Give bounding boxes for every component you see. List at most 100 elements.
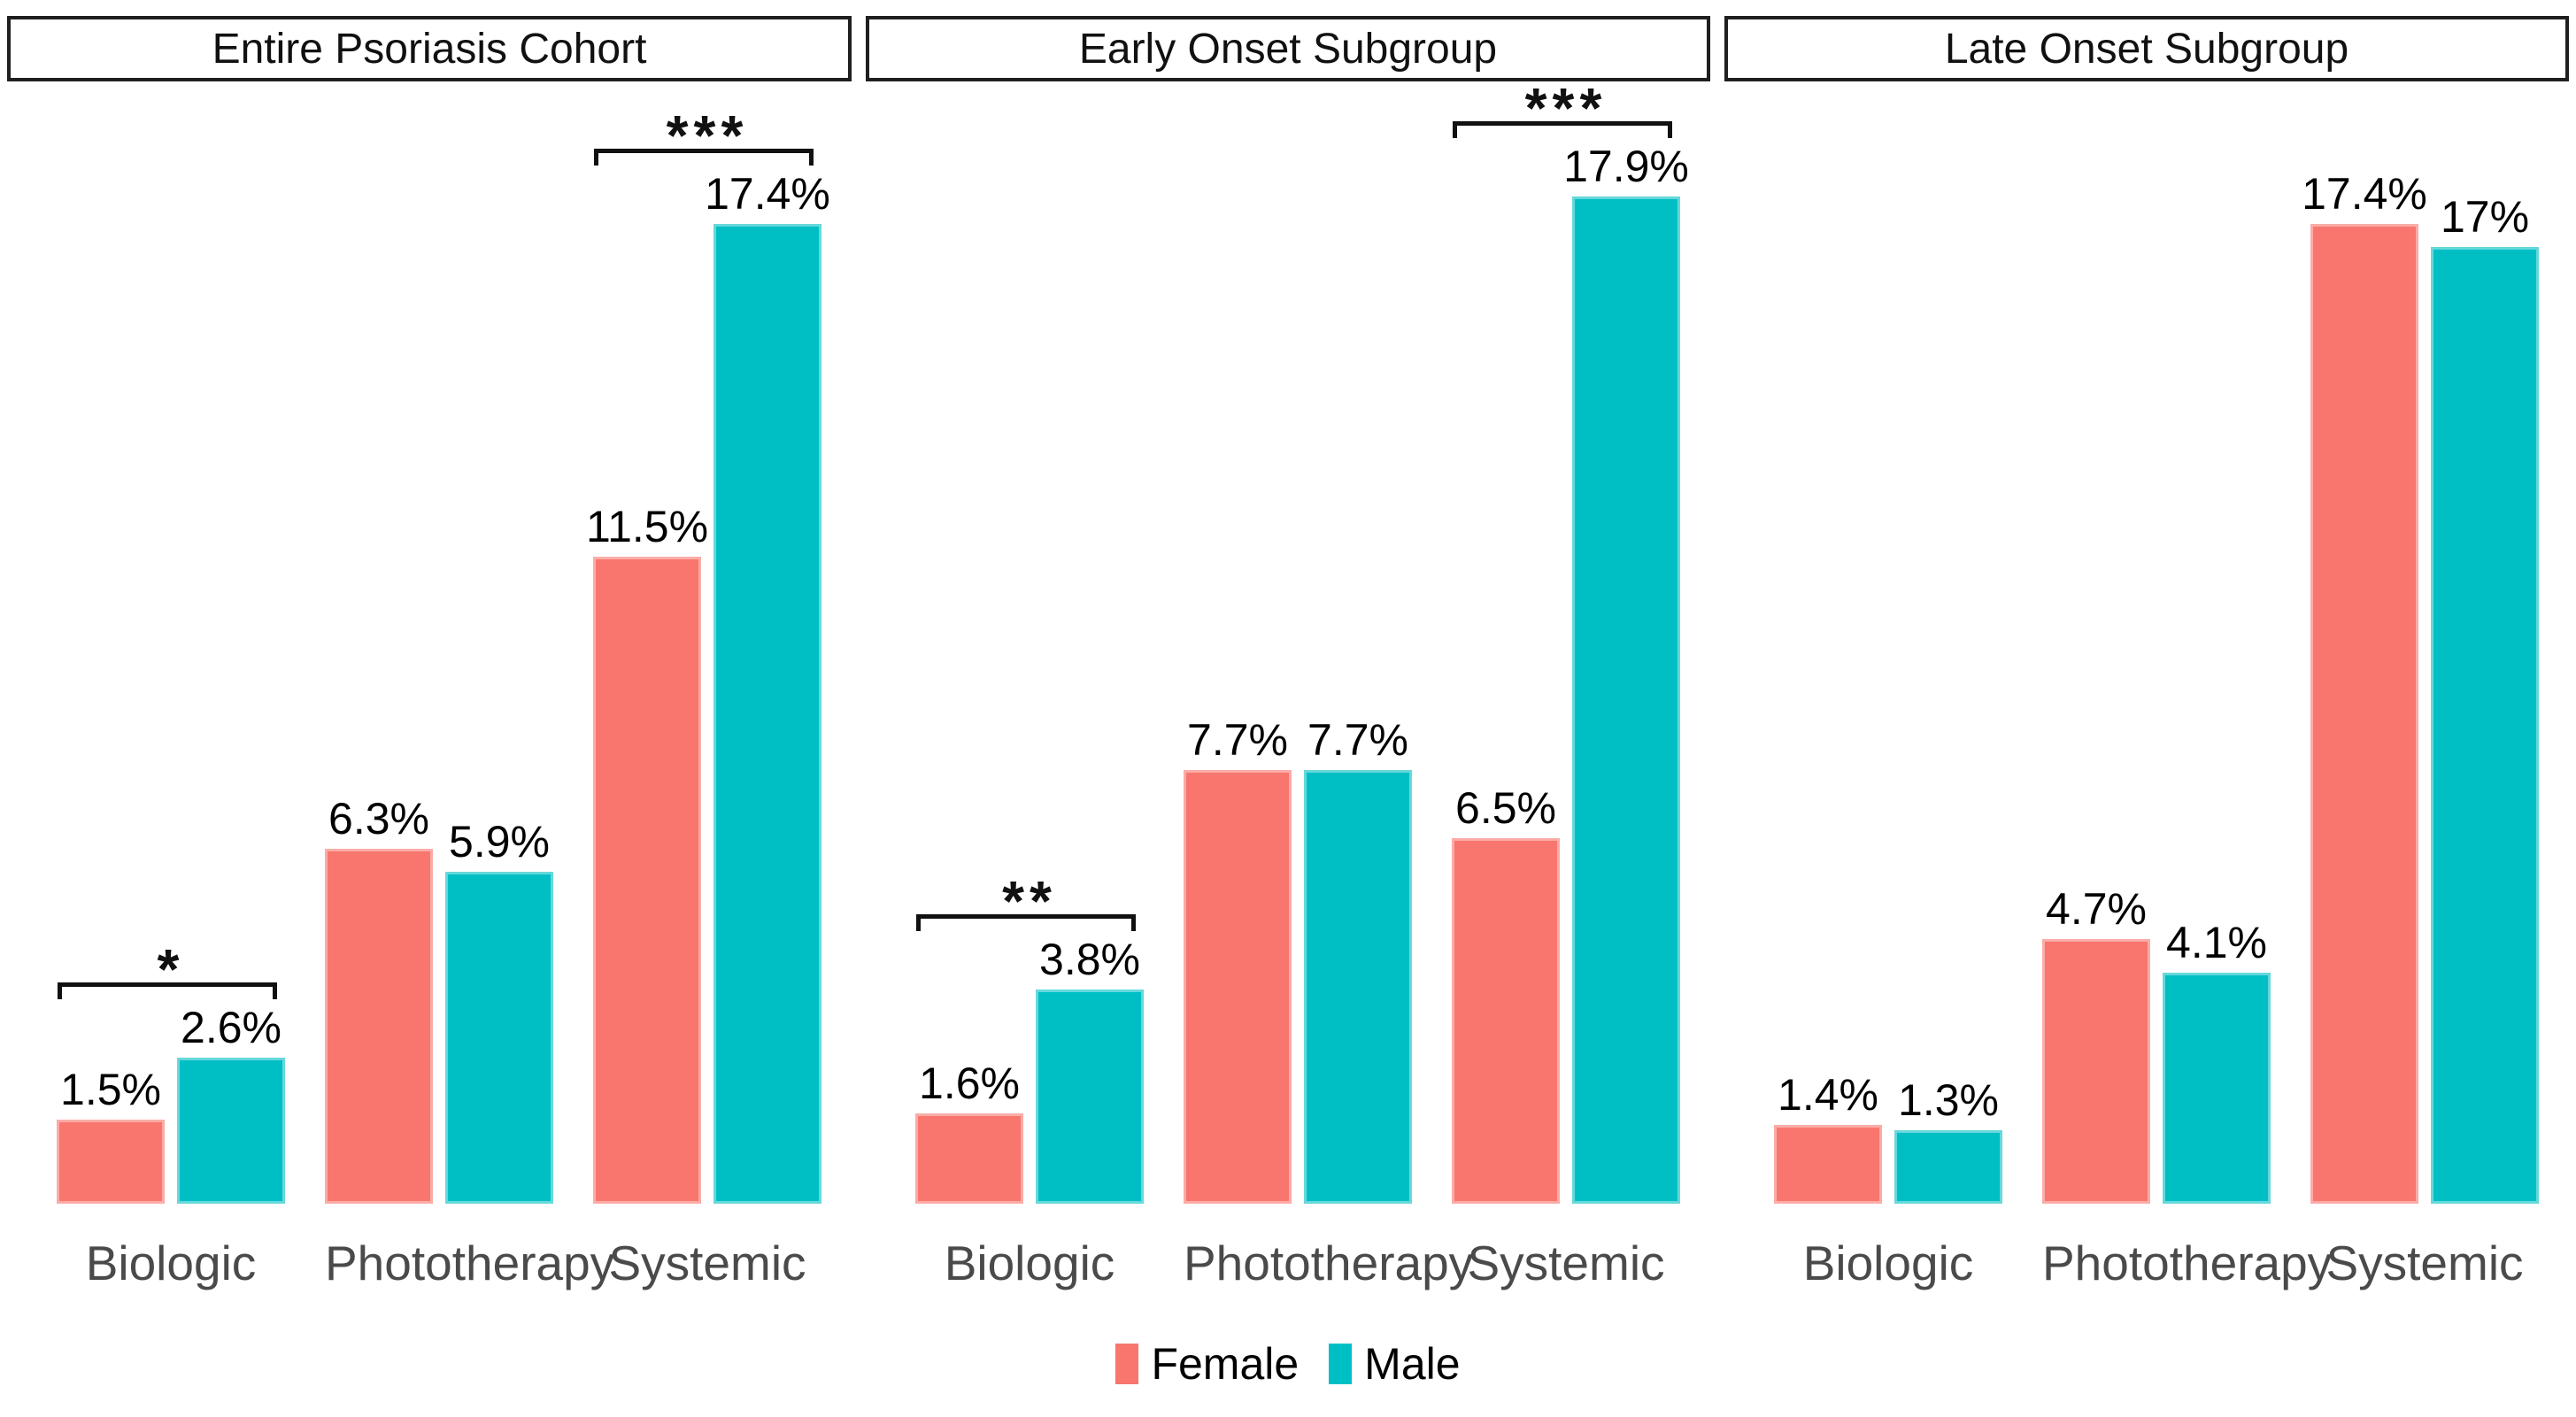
male-bar <box>2431 247 2539 1204</box>
female-bar-slot: 7.7% <box>1184 718 1292 1204</box>
x-axis-label-biologic: Biologic <box>1802 1236 1974 1290</box>
male-value-label: 2.6% <box>181 1003 282 1052</box>
male-legend-label: Male <box>1364 1339 1461 1389</box>
male-bar-slot: 17.4% <box>705 172 830 1204</box>
female-bar <box>57 1120 165 1204</box>
significance-stars: *** <box>666 104 749 167</box>
facet-title: Early Onset Subgroup <box>866 16 1710 81</box>
x-axis-labels: Biologic Phototherapy Systemic <box>859 1204 1717 1319</box>
male-bar <box>1036 990 1144 1204</box>
male-bar-slot: 3.8% <box>1036 937 1144 1204</box>
legend-item-male: Male <box>1329 1339 1461 1389</box>
x-axis-label-systemic: Systemic <box>608 1236 806 1290</box>
female-bar-slot: 17.4% <box>2302 172 2427 1204</box>
facet-title: Late Onset Subgroup <box>1724 16 2569 81</box>
x-axis-labels: Biologic Phototherapy Systemic <box>0 1204 859 1319</box>
male-value-label: 1.3% <box>1898 1075 1999 1125</box>
x-axis-label-biologic: Biologic <box>944 1236 1115 1290</box>
x-axis-labels: Biologic Phototherapy Systemic <box>1717 1204 2576 1319</box>
male-value-label: 17.9% <box>1563 142 1689 191</box>
female-bar <box>1774 1125 1882 1204</box>
significance-stars: ** <box>1002 869 1057 933</box>
female-bar-slot: 1.4% <box>1774 1073 1882 1204</box>
female-bar <box>2042 939 2150 1204</box>
bar-group-systemic: 11.5% 17.4% *** <box>586 89 830 1204</box>
significance-bracket <box>58 982 277 999</box>
bar-group-phototherapy: 7.7% 7.7% <box>1184 89 1412 1204</box>
male-bar-slot: 5.9% <box>445 820 553 1204</box>
significance-stars: * <box>157 937 185 1001</box>
significance-stars: *** <box>1524 76 1608 140</box>
female-value-label: 17.4% <box>2302 169 2427 219</box>
significance-bracket <box>916 914 1136 931</box>
male-bar-slot: 17% <box>2431 195 2539 1204</box>
panels-row: Entire Psoriasis Cohort 1.5% 2.6% * 6.3% 5.9… <box>0 0 2576 1319</box>
female-bar-slot: 11.5% <box>586 504 708 1204</box>
x-axis-label-systemic: Systemic <box>1467 1236 1665 1290</box>
female-legend-label: Female <box>1151 1339 1300 1389</box>
facet-panel: Early Onset Subgroup 1.6% 3.8% ** 7.7% 7.7% 6… <box>859 0 1717 1319</box>
female-value-label: 1.4% <box>1778 1070 1878 1120</box>
male-bar-slot: 7.7% <box>1304 718 1412 1204</box>
female-value-label: 6.5% <box>1455 783 1556 833</box>
bar-group-systemic: 17.4% 17% <box>2302 89 2539 1204</box>
facet-panel: Entire Psoriasis Cohort 1.5% 2.6% * 6.3% 5.9… <box>0 0 859 1319</box>
x-axis-label-phototherapy: Phototherapy <box>2042 1236 2333 1290</box>
female-bar-slot: 6.5% <box>1452 786 1560 1204</box>
bar-group-phototherapy: 6.3% 5.9% <box>325 89 553 1204</box>
female-bar-slot: 1.6% <box>915 1061 1023 1204</box>
female-bar <box>593 557 701 1204</box>
male-bar <box>445 872 553 1204</box>
x-axis-label-phototherapy: Phototherapy <box>325 1236 615 1290</box>
female-value-label: 4.7% <box>2046 884 2147 934</box>
facet-panel: Late Onset Subgroup 1.4% 1.3% 4.7% 4.1% 17.4… <box>1717 0 2576 1319</box>
male-value-label: 4.1% <box>2166 918 2267 967</box>
male-bar-slot: 4.1% <box>2163 920 2271 1204</box>
bar-group-biologic: 1.6% 3.8% ** <box>915 89 1144 1204</box>
female-bar <box>915 1113 1023 1204</box>
female-bar-slot: 6.3% <box>325 797 433 1204</box>
plot-area: 1.5% 2.6% * 6.3% 5.9% 11.5% 17.4% *** <box>0 89 859 1204</box>
legend: Female Male <box>0 1319 2576 1417</box>
male-bar <box>1304 770 1412 1204</box>
x-axis-label-systemic: Systemic <box>2325 1236 2524 1290</box>
female-legend-swatch <box>1115 1344 1139 1384</box>
facet-title: Entire Psoriasis Cohort <box>7 16 852 81</box>
male-value-label: 3.8% <box>1039 935 1140 984</box>
x-axis-label-biologic: Biologic <box>85 1236 257 1290</box>
bar-group-biologic: 1.5% 2.6% * <box>57 89 285 1204</box>
bar-group-phototherapy: 4.7% 4.1% <box>2042 89 2271 1204</box>
bar-group-systemic: 6.5% 17.9% *** <box>1452 80 1689 1204</box>
male-bar <box>177 1058 285 1204</box>
female-value-label: 6.3% <box>328 794 429 843</box>
male-bar <box>713 224 821 1204</box>
male-value-label: 7.7% <box>1307 715 1408 765</box>
male-legend-swatch <box>1329 1344 1353 1384</box>
female-value-label: 7.7% <box>1187 715 1288 765</box>
x-axis-label-phototherapy: Phototherapy <box>1184 1236 1474 1290</box>
male-bar-slot: 1.3% <box>1894 1078 2002 1204</box>
female-bar-slot: 4.7% <box>2042 887 2150 1204</box>
male-value-label: 5.9% <box>449 817 550 866</box>
male-value-label: 17.4% <box>705 169 830 219</box>
male-bar-slot: 2.6% <box>177 1005 285 1204</box>
female-value-label: 1.6% <box>919 1059 1020 1108</box>
male-bar <box>1572 196 1680 1204</box>
significance-bracket <box>594 149 814 166</box>
male-value-label: 17% <box>2440 192 2530 242</box>
female-bar <box>325 849 433 1204</box>
female-bar <box>1452 838 1560 1204</box>
female-bar <box>1184 770 1292 1204</box>
male-bar <box>2163 973 2271 1204</box>
plot-area: 1.4% 1.3% 4.7% 4.1% 17.4% 17% <box>1717 89 2576 1204</box>
female-value-label: 1.5% <box>60 1065 161 1114</box>
female-value-label: 11.5% <box>585 502 709 551</box>
plot-area: 1.6% 3.8% ** 7.7% 7.7% 6.5% 17.9% *** <box>859 80 1717 1204</box>
bar-group-biologic: 1.4% 1.3% <box>1774 89 2002 1204</box>
male-bar <box>1894 1130 2002 1204</box>
significance-bracket <box>1453 121 1672 138</box>
female-bar-slot: 1.5% <box>57 1067 165 1204</box>
male-bar-slot: 17.9% <box>1563 144 1689 1204</box>
female-bar <box>2310 224 2418 1204</box>
